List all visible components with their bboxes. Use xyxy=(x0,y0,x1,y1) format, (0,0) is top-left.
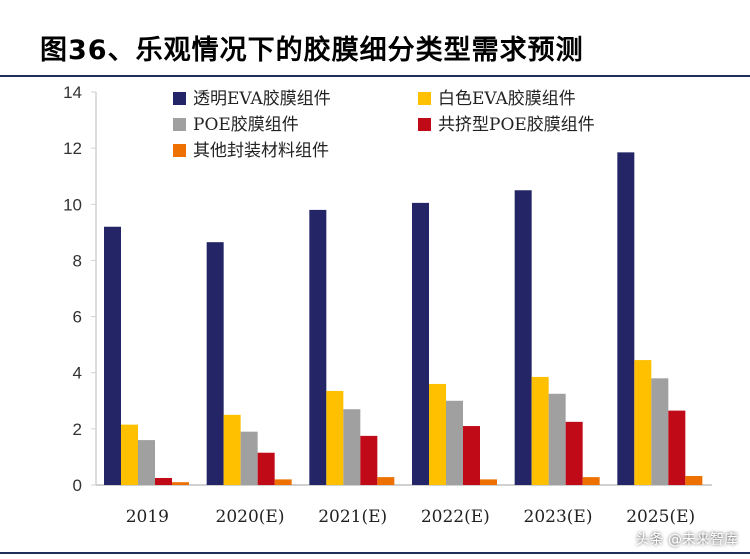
legend-swatch xyxy=(418,118,431,131)
y-tick-label: 12 xyxy=(63,139,82,158)
bar-5-0 xyxy=(617,152,635,485)
bar-5-2 xyxy=(651,378,669,485)
y-tick-label: 6 xyxy=(73,308,82,327)
bar-3-0 xyxy=(412,202,429,485)
legend-swatch xyxy=(173,144,186,157)
bar-0-0 xyxy=(104,226,121,485)
y-tick-label: 4 xyxy=(73,364,82,383)
x-tick-label: 2020(E) xyxy=(216,507,285,527)
bar-5-4 xyxy=(685,476,703,485)
bar-5-3 xyxy=(668,410,686,485)
bar-1-0 xyxy=(206,242,224,485)
legend-label: 共挤型POE胶膜组件 xyxy=(438,115,595,135)
x-tick-label: 2022(E) xyxy=(421,507,490,527)
bar-2-3 xyxy=(360,435,378,485)
bar-4-3 xyxy=(565,421,583,485)
bar-0-4 xyxy=(172,482,189,485)
legend-label: POE胶膜组件 xyxy=(193,115,299,135)
y-tick-label: 10 xyxy=(63,195,82,214)
bar-3-4 xyxy=(480,479,497,485)
legend-swatch xyxy=(173,118,186,131)
bar-0-1 xyxy=(121,424,138,485)
chart-title: 图36、乐观情况下的胶膜细分类型需求预测 xyxy=(40,35,584,66)
bar-4-4 xyxy=(582,477,600,485)
bar-1-2 xyxy=(240,431,258,485)
watermark: 头条 @未来智库 xyxy=(635,532,738,548)
y-tick-label: 14 xyxy=(63,83,82,102)
bar-3-2 xyxy=(446,400,463,485)
legend-label: 白色EVA胶膜组件 xyxy=(438,89,576,109)
y-tick-label: 0 xyxy=(73,476,82,495)
legend-label: 其他封装材料组件 xyxy=(193,141,329,161)
bar-1-3 xyxy=(257,452,275,485)
bar-4-2 xyxy=(548,393,566,485)
y-tick-label: 8 xyxy=(73,251,82,270)
bar-0-2 xyxy=(138,440,155,485)
x-tick-label: 2021(E) xyxy=(318,507,387,527)
title-divider xyxy=(0,75,750,77)
bar-2-1 xyxy=(326,390,344,485)
bottom-divider xyxy=(0,552,750,554)
y-tick-label: 2 xyxy=(73,420,82,439)
bar-4-1 xyxy=(531,376,549,485)
legend-swatch xyxy=(173,92,186,105)
bar-4-0 xyxy=(514,190,532,485)
legend-label: 透明EVA胶膜组件 xyxy=(193,89,331,109)
bar-0-3 xyxy=(155,477,172,485)
bar-3-3 xyxy=(463,426,480,485)
x-tick-label: 2025(E) xyxy=(626,507,695,527)
bar-5-1 xyxy=(634,360,652,485)
x-tick-label: 2019 xyxy=(126,507,169,527)
x-tick-label: 2023(E) xyxy=(524,507,593,527)
bar-1-1 xyxy=(223,414,241,485)
bar-1-4 xyxy=(274,479,292,485)
bar-2-4 xyxy=(377,477,395,485)
bar-2-2 xyxy=(343,409,361,485)
bar-3-1 xyxy=(429,383,446,485)
legend-swatch xyxy=(418,92,431,105)
bar-2-0 xyxy=(309,209,327,485)
